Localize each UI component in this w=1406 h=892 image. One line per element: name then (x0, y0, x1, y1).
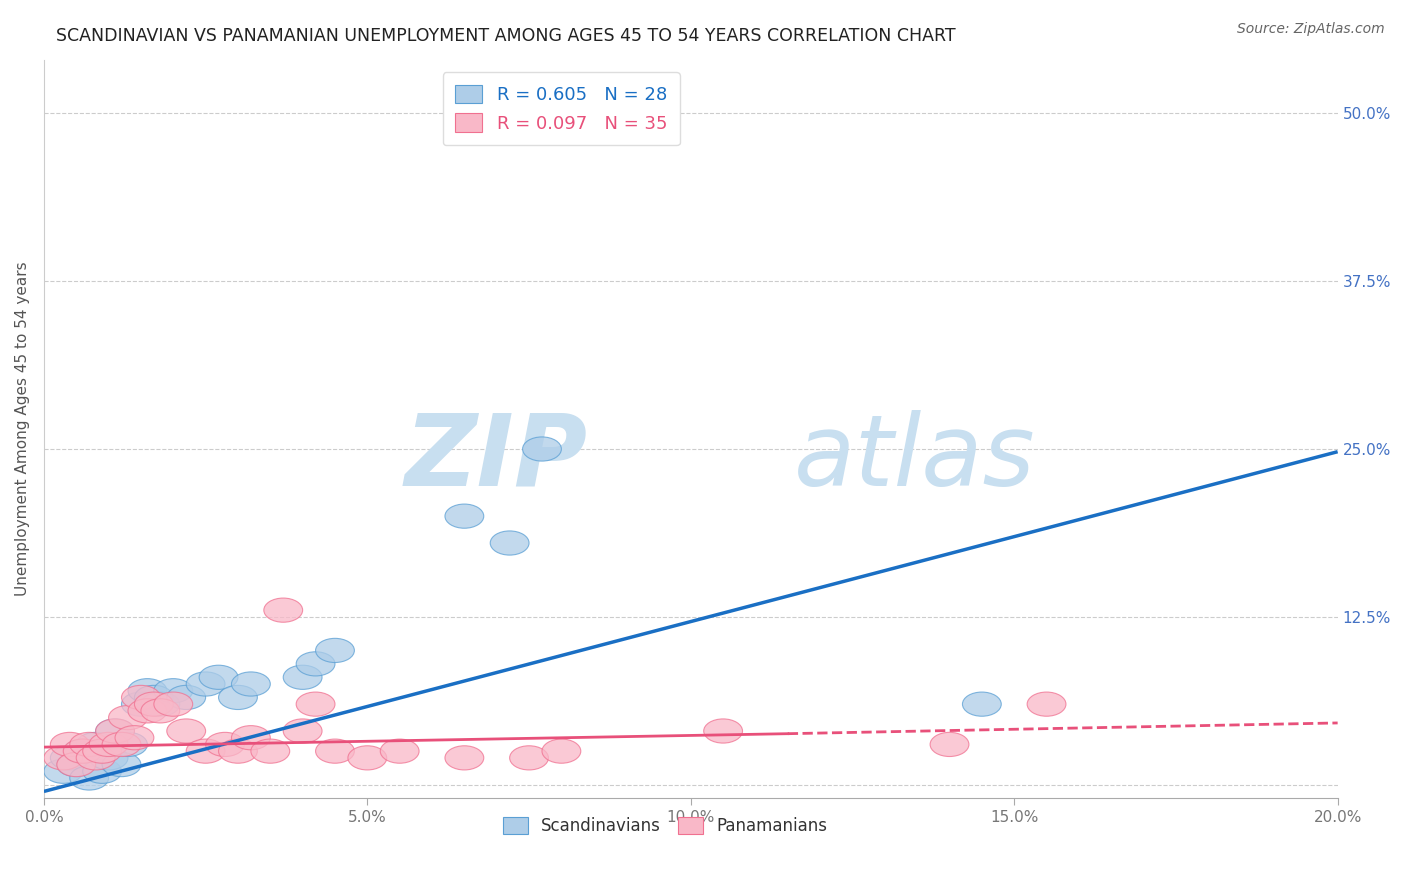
Ellipse shape (444, 504, 484, 528)
Ellipse shape (115, 725, 153, 750)
Ellipse shape (523, 437, 561, 461)
Ellipse shape (108, 732, 148, 756)
Ellipse shape (205, 732, 245, 756)
Ellipse shape (63, 739, 103, 764)
Ellipse shape (931, 732, 969, 756)
Ellipse shape (51, 746, 89, 770)
Ellipse shape (135, 692, 173, 716)
Ellipse shape (250, 739, 290, 764)
Ellipse shape (70, 766, 108, 790)
Ellipse shape (315, 739, 354, 764)
Text: atlas: atlas (794, 410, 1036, 507)
Ellipse shape (200, 665, 238, 690)
Text: ZIP: ZIP (405, 410, 588, 507)
Ellipse shape (963, 692, 1001, 716)
Ellipse shape (89, 746, 128, 770)
Ellipse shape (264, 598, 302, 623)
Ellipse shape (51, 732, 89, 756)
Ellipse shape (70, 732, 108, 756)
Ellipse shape (89, 732, 128, 756)
Ellipse shape (218, 739, 257, 764)
Ellipse shape (135, 685, 173, 709)
Ellipse shape (297, 692, 335, 716)
Ellipse shape (103, 732, 141, 756)
Ellipse shape (703, 719, 742, 743)
Ellipse shape (347, 746, 387, 770)
Ellipse shape (509, 746, 548, 770)
Ellipse shape (103, 753, 141, 777)
Ellipse shape (380, 739, 419, 764)
Legend: Scandinavians, Panamanians: Scandinavians, Panamanians (492, 807, 837, 846)
Ellipse shape (444, 746, 484, 770)
Ellipse shape (153, 692, 193, 716)
Ellipse shape (76, 746, 115, 770)
Ellipse shape (1028, 692, 1066, 716)
Ellipse shape (56, 753, 96, 777)
Ellipse shape (141, 698, 180, 723)
Ellipse shape (63, 739, 103, 764)
Ellipse shape (153, 679, 193, 703)
Ellipse shape (121, 692, 160, 716)
Ellipse shape (96, 719, 135, 743)
Text: SCANDINAVIAN VS PANAMANIAN UNEMPLOYMENT AMONG AGES 45 TO 54 YEARS CORRELATION CH: SCANDINAVIAN VS PANAMANIAN UNEMPLOYMENT … (56, 27, 956, 45)
Ellipse shape (44, 759, 83, 783)
Ellipse shape (186, 672, 225, 696)
Ellipse shape (96, 719, 135, 743)
Ellipse shape (141, 692, 180, 716)
Ellipse shape (218, 685, 257, 709)
Ellipse shape (128, 679, 167, 703)
Ellipse shape (44, 746, 83, 770)
Text: Source: ZipAtlas.com: Source: ZipAtlas.com (1237, 22, 1385, 37)
Ellipse shape (83, 759, 121, 783)
Ellipse shape (315, 639, 354, 663)
Ellipse shape (541, 739, 581, 764)
Ellipse shape (491, 531, 529, 555)
Ellipse shape (167, 719, 205, 743)
Ellipse shape (283, 665, 322, 690)
Ellipse shape (128, 698, 167, 723)
Ellipse shape (232, 672, 270, 696)
Ellipse shape (108, 706, 148, 730)
Y-axis label: Unemployment Among Ages 45 to 54 years: Unemployment Among Ages 45 to 54 years (15, 261, 30, 596)
Ellipse shape (76, 732, 115, 756)
Ellipse shape (283, 719, 322, 743)
Ellipse shape (121, 685, 160, 709)
Ellipse shape (56, 753, 96, 777)
Ellipse shape (186, 739, 225, 764)
Ellipse shape (232, 725, 270, 750)
Ellipse shape (297, 652, 335, 676)
Ellipse shape (83, 739, 121, 764)
Ellipse shape (167, 685, 205, 709)
